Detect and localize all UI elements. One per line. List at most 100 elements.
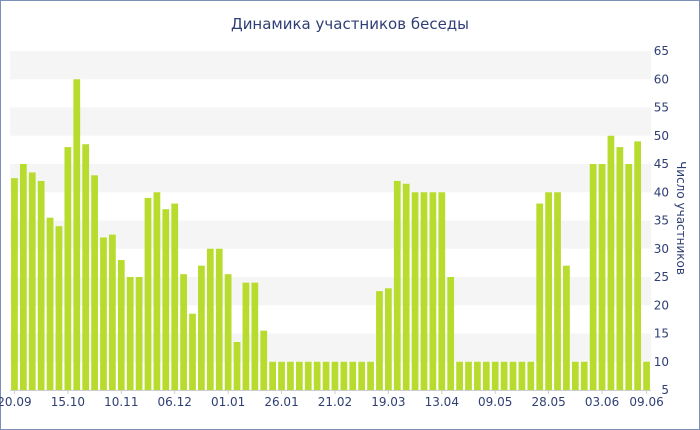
bar xyxy=(91,175,98,390)
bar xyxy=(402,183,410,390)
bar xyxy=(509,361,517,390)
y-axis-title: Число участников xyxy=(674,161,688,275)
x-ticks: 20.09 15.10 10.11 06.12 01.01 26.01 21.02 19.03… xyxy=(0,390,664,409)
bar xyxy=(28,172,36,390)
x-tick-label: 01.01 xyxy=(211,395,245,409)
grid-band xyxy=(10,107,651,136)
y-tick-label: 40 xyxy=(654,185,669,199)
bar xyxy=(287,361,294,390)
bar xyxy=(233,341,241,390)
grid-band xyxy=(10,51,651,80)
y-tick-label: 50 xyxy=(654,129,669,143)
bar xyxy=(260,330,268,390)
bar xyxy=(536,203,544,390)
bar xyxy=(189,313,196,390)
bar xyxy=(331,361,339,390)
bar xyxy=(527,361,535,390)
y-tick-label: 10 xyxy=(654,355,669,369)
bar xyxy=(429,192,437,390)
y-tick-label: 45 xyxy=(654,157,669,171)
bar xyxy=(135,277,143,390)
bar xyxy=(367,361,374,390)
x-tick-label: 10.11 xyxy=(104,395,138,409)
bar xyxy=(607,135,615,390)
bar xyxy=(340,361,348,390)
bar xyxy=(580,361,588,390)
bar xyxy=(144,197,152,390)
y-tick-label: 20 xyxy=(654,298,669,312)
bar xyxy=(384,288,392,390)
bar xyxy=(153,192,161,390)
bar xyxy=(420,192,428,390)
bar xyxy=(37,180,45,390)
bar xyxy=(82,144,90,390)
bar xyxy=(571,361,579,390)
x-tick-label: 09.05 xyxy=(478,395,512,409)
bar xyxy=(358,361,366,390)
bar xyxy=(46,217,54,390)
x-tick-label: 20.09 xyxy=(0,395,32,409)
x-tick-label: 13.04 xyxy=(425,395,459,409)
bar xyxy=(491,361,499,390)
bar xyxy=(349,361,357,390)
y-tick-label: 35 xyxy=(654,214,669,228)
bar xyxy=(224,274,232,390)
bar xyxy=(500,361,508,390)
bar xyxy=(126,277,134,390)
bar xyxy=(411,192,419,390)
x-tick-label: 09.06 xyxy=(629,395,663,409)
bar xyxy=(251,282,259,390)
bar xyxy=(643,361,650,390)
bar xyxy=(482,361,490,390)
bar xyxy=(206,248,214,390)
bar xyxy=(64,147,72,390)
bar xyxy=(242,282,250,390)
bar xyxy=(447,277,455,390)
chart-title: Динамика участников беседы xyxy=(231,15,469,33)
bar xyxy=(625,164,633,390)
y-tick-label: 25 xyxy=(654,270,669,284)
bar xyxy=(55,226,63,390)
bar xyxy=(215,248,223,390)
bar xyxy=(634,141,642,390)
bar xyxy=(304,361,312,390)
y-tick-label: 30 xyxy=(654,242,669,256)
bar xyxy=(19,164,27,390)
bar xyxy=(554,192,561,390)
grid-band xyxy=(10,333,651,362)
y-tick-label: 5 xyxy=(661,383,669,397)
bar xyxy=(376,291,383,391)
bar xyxy=(474,361,481,390)
x-tick-label: 19.03 xyxy=(371,395,405,409)
bar xyxy=(269,361,277,390)
x-tick-label: 21.02 xyxy=(318,395,352,409)
bar xyxy=(171,203,179,390)
bar xyxy=(11,178,18,391)
bar xyxy=(73,79,81,390)
bar xyxy=(438,192,446,390)
y-ticks: 5 10 15 20 25 30 35 40 45 50 55 60 65 xyxy=(654,44,669,397)
grid-band xyxy=(10,220,651,249)
x-tick-label: 06.12 xyxy=(158,395,192,409)
bar xyxy=(295,361,303,390)
bar xyxy=(518,361,526,390)
y-tick-label: 55 xyxy=(654,101,669,115)
bar xyxy=(322,361,330,390)
bar xyxy=(563,265,570,390)
y-tick-label: 15 xyxy=(654,327,669,341)
bar xyxy=(598,164,606,390)
bar xyxy=(180,274,187,390)
bar xyxy=(393,180,401,390)
x-tick-label: 03.06 xyxy=(585,395,619,409)
grid-stripes xyxy=(10,51,651,362)
bar xyxy=(545,192,553,390)
grid-band xyxy=(10,164,651,193)
bar xyxy=(117,260,125,390)
bars xyxy=(11,79,650,391)
x-tick-label: 26.01 xyxy=(264,395,298,409)
bar xyxy=(589,164,597,390)
bar xyxy=(465,361,472,390)
bar xyxy=(616,147,624,390)
grid-band xyxy=(10,277,651,306)
